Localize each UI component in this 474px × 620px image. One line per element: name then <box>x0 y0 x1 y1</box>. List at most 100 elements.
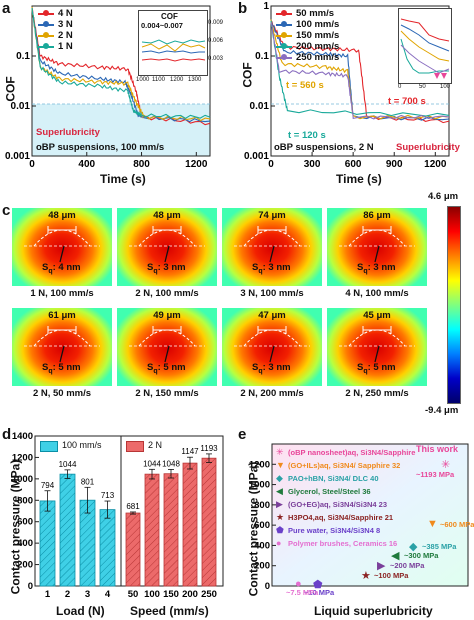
legend-label: (oBP nanosheet)aq, Si3N4/Sapphire <box>288 448 416 457</box>
panel-e-point-label: ~600 MPa <box>440 520 474 530</box>
panel-a-ylabel: COF <box>3 76 18 102</box>
panel-a-inset-ytick-0: 0.003 <box>208 56 224 62</box>
legend-label: 3 N <box>58 19 73 30</box>
panel-a-inset-xtick-2: 1200 <box>170 77 184 83</box>
panel-b-legend-item: 250 mm/s <box>276 52 366 63</box>
panel-d-value-label: 1147 <box>181 447 199 456</box>
sq-subscript: q <box>153 267 158 275</box>
panel-d-bar <box>201 457 217 587</box>
panel-d-bar <box>125 512 141 587</box>
colorbar-max-label: 4.6 μm <box>428 191 459 202</box>
roughness-label: Sq: 3 nm <box>357 262 396 275</box>
panel-d-category-tick: 4 <box>105 589 111 600</box>
legend-marker <box>43 32 49 38</box>
legend-label: 4 N <box>58 8 73 19</box>
legend-marker <box>281 32 287 38</box>
panel-e-ytick: 1200 <box>249 459 270 470</box>
sq-value: : 3 nm <box>262 362 291 373</box>
scar-width-label: 47 μm <box>258 310 286 321</box>
legend-label: 100 mm/s <box>296 19 340 30</box>
panel-a-xtick: 400 <box>78 159 95 170</box>
panel-d-bar <box>59 473 76 587</box>
panel-d-value-label: 794 <box>41 481 55 490</box>
panel-b-legend-item: 50 mm/s <box>276 8 366 19</box>
panel-d-category-tick: 150 <box>163 589 179 600</box>
panel-b-xlabel: Time (s) <box>336 172 382 186</box>
panel-d-category-tick: 100 <box>144 589 160 600</box>
panel-a-xtick: 1200 <box>185 159 208 170</box>
panel-e-point-label: ~200 MPa <box>390 560 425 570</box>
panel-d-ytick: 1000 <box>12 474 33 485</box>
panel-d-xlabel-load: Load (N) <box>56 604 105 618</box>
legend-label: PAO+hBN, Si3N4/ DLC 40 <box>288 474 379 483</box>
panel-a-legend-item: 4 N <box>38 8 128 19</box>
panel-a-letter: a <box>2 0 11 17</box>
panel-d-category-tick: 250 <box>201 589 217 600</box>
legend-marker <box>43 21 49 27</box>
panel-a-ytick: 0.1 <box>16 51 30 62</box>
sq-symbol: S <box>42 262 49 273</box>
legend-marker-icon: ★ <box>276 512 285 522</box>
legend-marker-icon: ▶ <box>276 499 283 509</box>
roughness-label: Sq: 3 nm <box>252 362 291 375</box>
panel-d-letter: d <box>2 426 12 443</box>
wear-scar-overlay <box>129 326 205 363</box>
panel-c-letter: c <box>2 202 11 219</box>
legend-label: 150 mm/s <box>296 30 340 41</box>
topography-tile: 74 μm Sq: 3 nm <box>222 208 322 286</box>
roughness-label: Sq: 3 nm <box>147 262 186 275</box>
tile-caption: 2 N, 200 mm/s <box>240 388 304 399</box>
legend-marker-icon: ✳ <box>276 447 284 457</box>
panel-e-ytick: 600 <box>254 520 270 531</box>
panel-d-value-label: 1044 <box>59 460 77 469</box>
panel-d-bar <box>39 500 56 587</box>
roughness-label: Sq: 5 nm <box>357 362 396 375</box>
topography-tile: 45 μm Sq: 5 nm <box>327 308 427 386</box>
panel-d-ylabel: Contact pressure (MPa) <box>8 459 23 595</box>
panel-a-inset-plot <box>141 39 206 62</box>
panel-e-this-work: This work <box>416 444 459 454</box>
tile-caption: 2 N, 150 mm/s <box>135 388 199 399</box>
panel-d-value-label: 1193 <box>200 444 218 453</box>
panel-d-ytick: 0 <box>28 581 33 592</box>
panel-d-value-label: 1048 <box>162 459 180 468</box>
panel-e-point-label: ~7.5 MPa <box>286 588 319 598</box>
panel-e-ylabel: Contact pressure (MPa) <box>246 461 261 597</box>
panel-d-category-tick: 1 <box>45 589 51 600</box>
legend-marker-icon: ⬟ <box>276 525 284 535</box>
panel-a-inset-xtick-1: 1100 <box>152 77 165 83</box>
topography-tile: 86 μm Sq: 3 nm <box>327 208 427 286</box>
panel-b-inset-xtick-1: 50 <box>419 84 426 90</box>
panel-a-inset-ytick-1: 0.006 <box>208 38 224 44</box>
panel-e-data-point: ◀ <box>391 549 400 562</box>
topography-tile: 61 μm Sq: 5 nm <box>12 308 112 386</box>
legend-marker <box>281 21 287 27</box>
panel-c-colorbar <box>447 206 461 404</box>
panel-a-annotation-conditions: oBP suspensions, 100 mm/s <box>36 142 165 153</box>
legend-label: H3PO4,aq, Si3N4/Sapphire 21 <box>288 513 394 522</box>
panel-d-xlabel-speed: Speed (mm/s) <box>130 604 209 618</box>
sq-subscript: q <box>153 367 158 375</box>
legend-marker-icon: ▼ <box>276 460 285 470</box>
panel-a-legend-item: 3 N <box>38 19 128 30</box>
panel-d-bar <box>144 473 160 587</box>
panel-e-ytick: 800 <box>254 500 270 511</box>
topography-tile: 48 μm Sq: 4 nm <box>12 208 112 286</box>
sq-symbol: S <box>42 362 49 373</box>
panel-e-ytick: 1000 <box>249 480 270 491</box>
scar-width-label: 86 μm <box>363 210 391 221</box>
panel-b-annotation-conditions: oBP suspensions, 2 N <box>274 142 374 153</box>
panel-a-inset-range: 0.004~0.007 <box>141 21 183 30</box>
sq-subscript: q <box>258 267 263 275</box>
legend-marker <box>281 54 287 60</box>
panel-e-chart: 0 200 400 600 800 1000 1200 <box>249 443 469 592</box>
panel-b-legend-item: 100 mm/s <box>276 19 366 30</box>
panel-e-ytick: 200 <box>254 561 270 572</box>
panel-d-ytick: 1400 <box>12 431 33 442</box>
panel-a-ytick: 0.001 <box>5 151 30 162</box>
panel-d-ytick: 600 <box>17 517 33 528</box>
panel-a-ytick: 0.01 <box>11 101 31 112</box>
panel-b-inset <box>398 8 452 84</box>
panel-b-inset-xtick-0: 0 <box>398 84 402 90</box>
panel-d-value-label: 801 <box>81 477 95 486</box>
